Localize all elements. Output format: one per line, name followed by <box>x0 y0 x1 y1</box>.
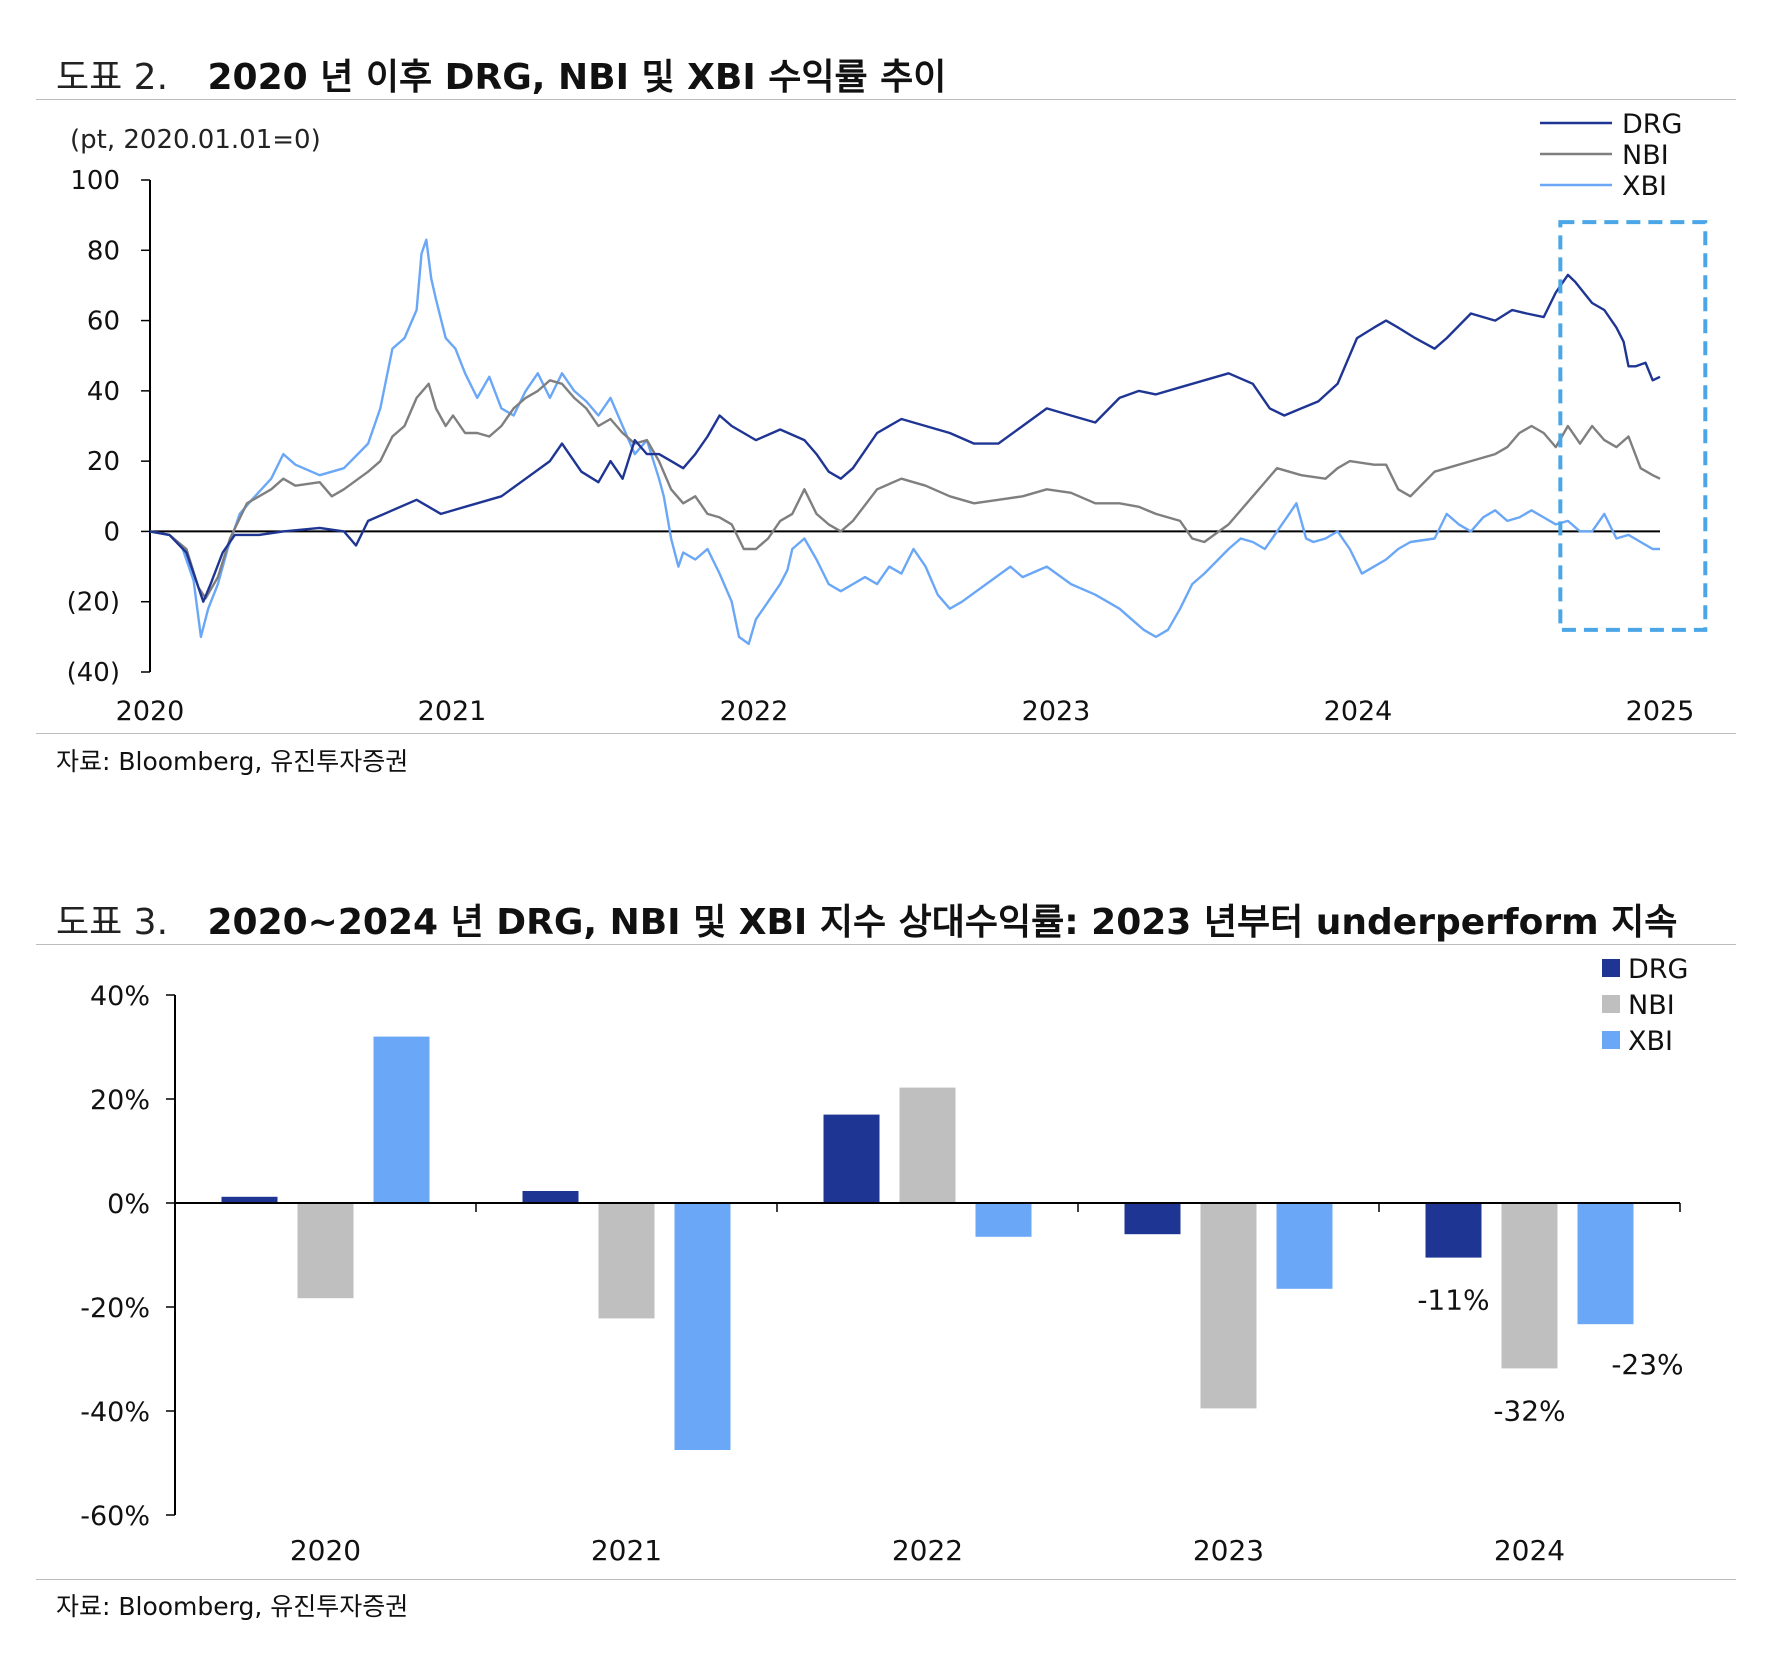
bar-xbi-2020 <box>373 1036 430 1203</box>
y-tick-label: 80 <box>87 236 120 266</box>
y-tick-label: -60% <box>80 1501 150 1532</box>
highlight-box <box>1558 220 1708 632</box>
legend-label-nbi: NBI <box>1628 990 1675 1021</box>
bar-chart: 40% 20% 0% -20% -40% -60% 2020 2021 2022 2023 2024… <box>80 954 1688 1567</box>
figure-3-top-rule <box>36 944 1736 945</box>
line-chart: (pt, 2020.01.01=0) 100 80 60 40 20 0 (20) (40) 20… <box>67 109 1708 727</box>
legend-label-drg: DRG <box>1622 109 1682 140</box>
y-tick-label: -40% <box>80 1397 150 1428</box>
x-tick-label: 2024 <box>1324 696 1393 727</box>
bar-xbi-2021 <box>674 1203 731 1450</box>
x-tick-label: 2022 <box>892 1534 963 1567</box>
x-tick-label: 2025 <box>1626 696 1695 727</box>
x-tick-label: 2024 <box>1494 1534 1565 1567</box>
data-label-drg-2024: -11% <box>1417 1284 1489 1317</box>
legend-swatch-xbi <box>1602 1031 1620 1049</box>
figure-3-label: 도표 3. <box>56 902 169 943</box>
figure-2-top-rule <box>36 99 1736 100</box>
series-line-nbi <box>149 379 1661 600</box>
series-line-xbi <box>149 238 1660 646</box>
figure-2-title: 도표 2. 2020 년 이후 DRG, NBI 및 XBI 수익률 추이 <box>56 48 946 100</box>
bar-xbi-2023 <box>1276 1203 1333 1289</box>
bar-nbi-2024 <box>1501 1203 1558 1369</box>
legend-swatch-drg <box>1602 959 1620 977</box>
legend-label-drg: DRG <box>1628 954 1688 985</box>
figure-2-bottom-rule <box>36 733 1736 734</box>
bar-drg-2022 <box>823 1114 880 1203</box>
series-line-drg <box>149 273 1661 603</box>
x-tick-label: 2020 <box>116 696 185 727</box>
x-tick-label: 2023 <box>1193 1534 1264 1567</box>
figure-3-bottom-rule <box>36 1579 1736 1580</box>
y-tick-label: 0 <box>103 517 120 547</box>
bar-xbi-2022 <box>975 1203 1032 1237</box>
y-tick-label: 0% <box>107 1189 150 1220</box>
bar-drg-2023 <box>1124 1203 1181 1235</box>
x-tick-label: 2022 <box>720 696 789 727</box>
figure-3-title: 도표 3. 2020~2024 년 DRG, NBI 및 XBI 지수 상대수익… <box>56 893 1677 945</box>
bar-xbi-2024 <box>1577 1203 1634 1325</box>
y-tick-label: 20% <box>90 1085 150 1116</box>
bar-nbi-2023 <box>1200 1203 1257 1409</box>
legend-swatch-nbi <box>1602 995 1620 1013</box>
legend-label-nbi: NBI <box>1622 140 1669 171</box>
bar-nbi-2022 <box>899 1087 956 1203</box>
y-tick-label: 60 <box>87 307 120 337</box>
bar-nbi-2020 <box>297 1203 354 1299</box>
data-label-nbi-2024: -32% <box>1493 1394 1565 1427</box>
y-tick-label: -20% <box>80 1293 150 1324</box>
x-tick-label: 2023 <box>1022 696 1091 727</box>
bar-nbi-2021 <box>598 1203 655 1319</box>
x-tick-label: 2021 <box>418 696 487 727</box>
y-tick-label: (20) <box>67 588 120 618</box>
legend-label-xbi: XBI <box>1628 1026 1673 1057</box>
figure-2-source: 자료: Bloomberg, 유진투자증권 <box>56 747 409 776</box>
y-tick-label: 100 <box>70 166 120 196</box>
y-tick-label: 20 <box>87 447 120 477</box>
figure-3-heading: 2020~2024 년 DRG, NBI 및 XBI 지수 상대수익률: 202… <box>207 902 1678 943</box>
x-tick-label: 2021 <box>591 1534 662 1567</box>
figure-2-heading: 2020 년 이후 DRG, NBI 및 XBI 수익률 추이 <box>207 57 947 98</box>
figure-3-source: 자료: Bloomberg, 유진투자증권 <box>56 1592 409 1621</box>
x-tick-label: 2020 <box>290 1534 361 1567</box>
bar-drg-2021 <box>522 1191 579 1203</box>
figure-2: 도표 2. 2020 년 이후 DRG, NBI 및 XBI 수익률 추이 (p… <box>0 0 1788 800</box>
legend-label-xbi: XBI <box>1622 171 1667 202</box>
bar-drg-2020 <box>221 1196 278 1203</box>
y-tick-label: (40) <box>67 658 120 688</box>
y-tick-label: 40% <box>90 981 150 1012</box>
y-unit-label: (pt, 2020.01.01=0) <box>70 125 321 155</box>
y-tick-label: 40 <box>87 377 120 407</box>
figure-2-label: 도표 2. <box>56 57 169 98</box>
bar-drg-2024 <box>1425 1203 1482 1258</box>
data-label-xbi-2024: -23% <box>1611 1348 1683 1381</box>
